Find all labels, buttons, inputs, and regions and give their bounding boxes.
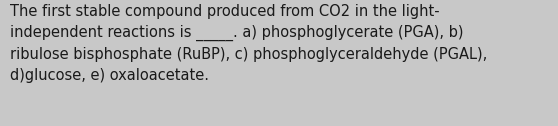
Text: The first stable compound produced from CO2 in the light-
independent reactions : The first stable compound produced from … [10,4,487,83]
